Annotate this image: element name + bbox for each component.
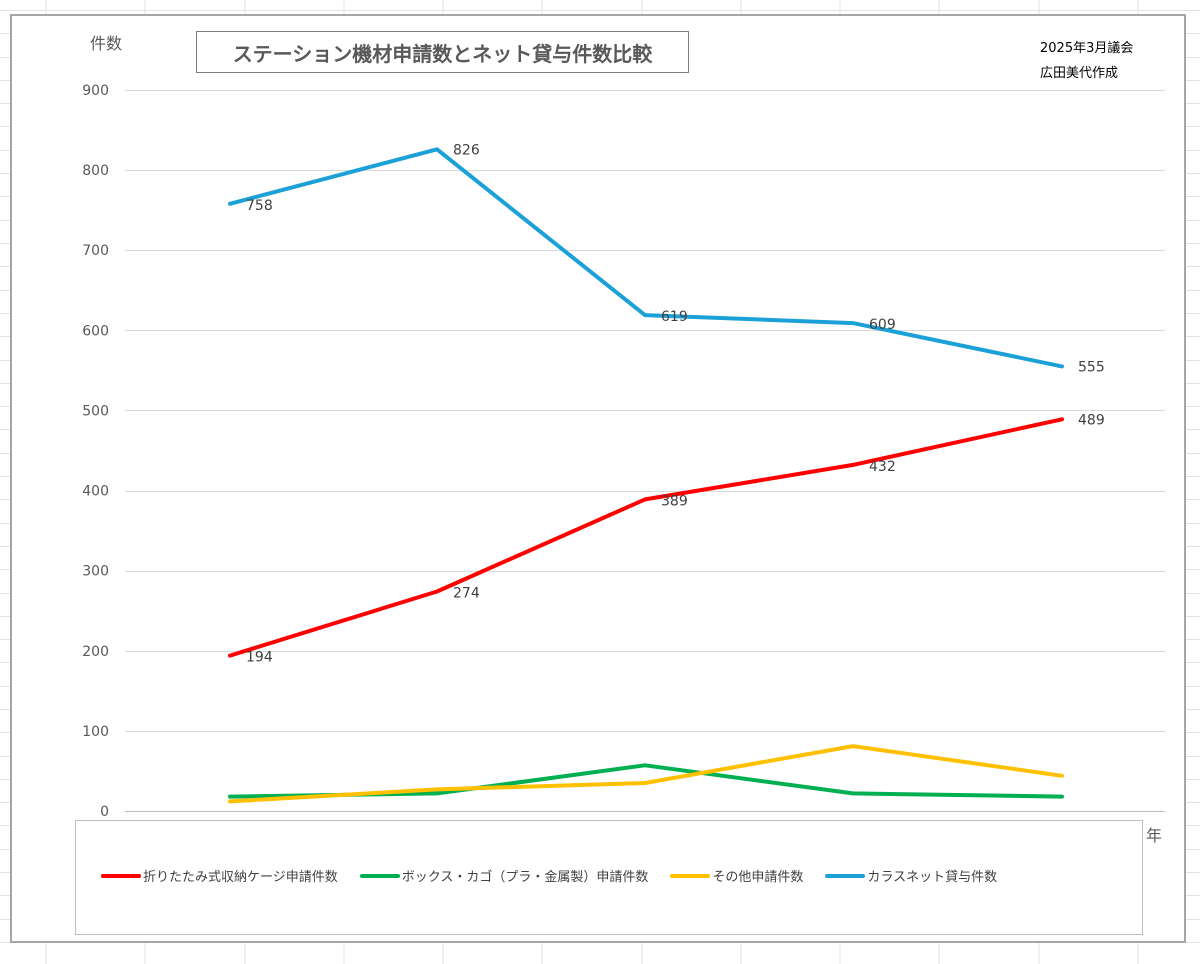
- y-tick-label: 0: [100, 804, 109, 820]
- y-tick-label: 500: [82, 403, 109, 419]
- data-label: 389: [661, 493, 688, 509]
- chart-title[interactable]: ステーション機材申請数とネット貸与件数比較: [196, 31, 689, 73]
- data-label: 826: [453, 142, 480, 158]
- y-tick-label: 900: [82, 83, 109, 99]
- series-line-1: [228, 417, 1064, 658]
- legend-swatch: [670, 873, 711, 878]
- legend-swatch: [101, 873, 141, 878]
- data-label: 609: [869, 317, 896, 333]
- data-label: 619: [661, 309, 688, 325]
- data-label: 432: [869, 459, 896, 475]
- y-tick-label: 300: [82, 564, 109, 580]
- legend[interactable]: 折りたたみ式収納ケージ申請件数 ボックス・カゴ（プラ・金属製）申請件数 その他申請件…: [75, 820, 1143, 935]
- legend-label: その他申請件数: [712, 870, 804, 885]
- y-axis-label: 件数: [90, 34, 123, 53]
- y-tick-label: 400: [82, 484, 109, 500]
- y-tick-label: 700: [82, 243, 109, 259]
- legend-item-1[interactable]: 折りたたみ式収納ケージ申請件数: [101, 866, 338, 885]
- data-label: 555: [1078, 359, 1105, 375]
- y-tick-label: 100: [82, 724, 109, 740]
- legend-item-4[interactable]: カラスネット貸与件数: [825, 866, 997, 885]
- legend-item-2[interactable]: ボックス・カゴ（プラ・金属製）申請件数: [359, 866, 649, 885]
- legend-item-3[interactable]: その他申請件数: [670, 866, 803, 885]
- legend-items: 折りたたみ式収納ケージ申請件数 ボックス・カゴ（プラ・金属製）申請件数 その他申請件…: [101, 866, 1019, 885]
- note-author: 広田美代作成: [1040, 66, 1119, 81]
- data-label: 758: [246, 198, 273, 214]
- y-tick-label: 600: [82, 323, 109, 339]
- legend-label: 折りたたみ式収納ケージ申請件数: [143, 870, 338, 885]
- data-label: 489: [1078, 412, 1105, 428]
- y-tick-label: 200: [82, 644, 109, 660]
- legend-label: カラスネット貸与件数: [867, 870, 998, 885]
- chart-area[interactable]: [10, 14, 1186, 943]
- series-line-4: [228, 147, 1064, 369]
- data-label: 194: [246, 650, 273, 666]
- y-tick-label: 800: [82, 163, 109, 179]
- note-date: 2025年3月議会: [1040, 41, 1134, 56]
- legend-label: ボックス・カゴ（プラ・金属製）申請件数: [401, 870, 649, 885]
- data-label: 274: [453, 585, 480, 601]
- legend-swatch: [825, 873, 866, 878]
- series-line-3: [228, 744, 1064, 804]
- x-axis-label: 年: [1146, 826, 1163, 845]
- legend-swatch: [359, 873, 400, 878]
